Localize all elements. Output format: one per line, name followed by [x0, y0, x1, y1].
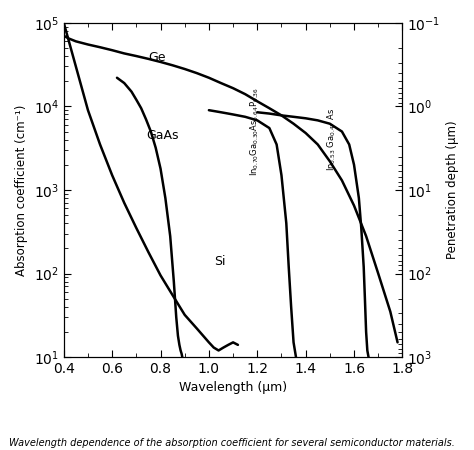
- Y-axis label: Absorption coefficient (cm⁻¹): Absorption coefficient (cm⁻¹): [15, 104, 28, 276]
- X-axis label: Wavelength (μm): Wavelength (μm): [179, 382, 287, 395]
- Text: In$_{0.53}$ Ga$_{0.47}$ As: In$_{0.53}$ Ga$_{0.47}$ As: [326, 108, 338, 171]
- Text: Ge: Ge: [148, 51, 166, 64]
- Y-axis label: Penetration depth (μm): Penetration depth (μm): [446, 121, 459, 259]
- Text: In$_{0.70}$Ga$_{0.30}$As$_{0.64}$P$_{0.36}$: In$_{0.70}$Ga$_{0.30}$As$_{0.64}$P$_{0.3…: [248, 87, 261, 176]
- Text: Wavelength dependence of the absorption coefficient for several semiconductor ma: Wavelength dependence of the absorption …: [9, 438, 456, 448]
- Text: Si: Si: [214, 255, 225, 268]
- Text: GaAs: GaAs: [146, 129, 179, 142]
